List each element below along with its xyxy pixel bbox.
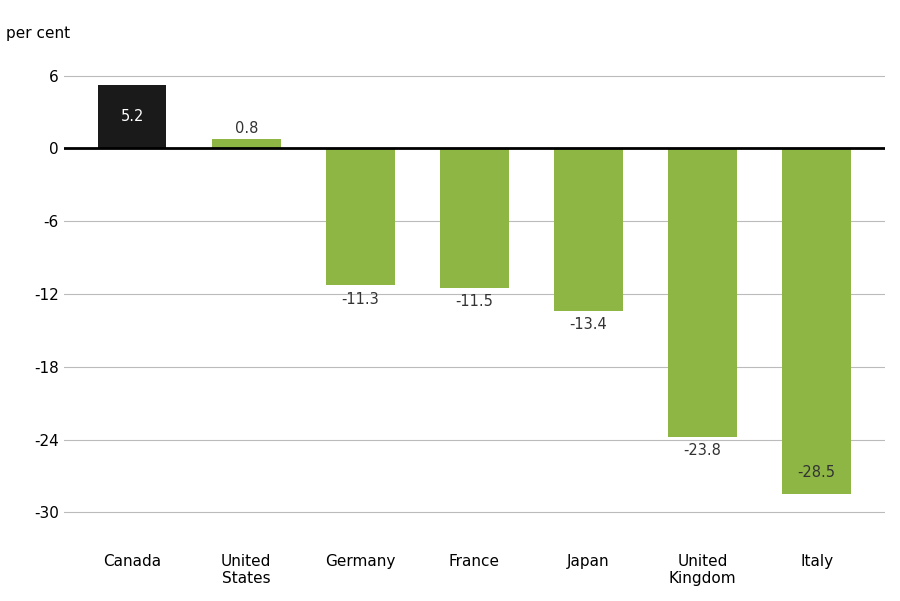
Bar bbox=[212, 139, 281, 148]
Text: -13.4: -13.4 bbox=[570, 317, 608, 332]
Bar bbox=[98, 85, 166, 148]
Text: 0.8: 0.8 bbox=[235, 121, 258, 136]
Bar bbox=[669, 148, 737, 437]
Bar bbox=[326, 148, 394, 285]
Text: -28.5: -28.5 bbox=[797, 465, 835, 480]
Bar bbox=[554, 148, 623, 311]
Bar bbox=[440, 148, 508, 288]
Text: -11.5: -11.5 bbox=[455, 294, 493, 309]
Text: -23.8: -23.8 bbox=[684, 443, 722, 458]
Text: per cent: per cent bbox=[6, 26, 70, 41]
Text: -11.3: -11.3 bbox=[341, 291, 379, 307]
Text: 5.2: 5.2 bbox=[121, 109, 144, 124]
Bar bbox=[782, 148, 850, 494]
